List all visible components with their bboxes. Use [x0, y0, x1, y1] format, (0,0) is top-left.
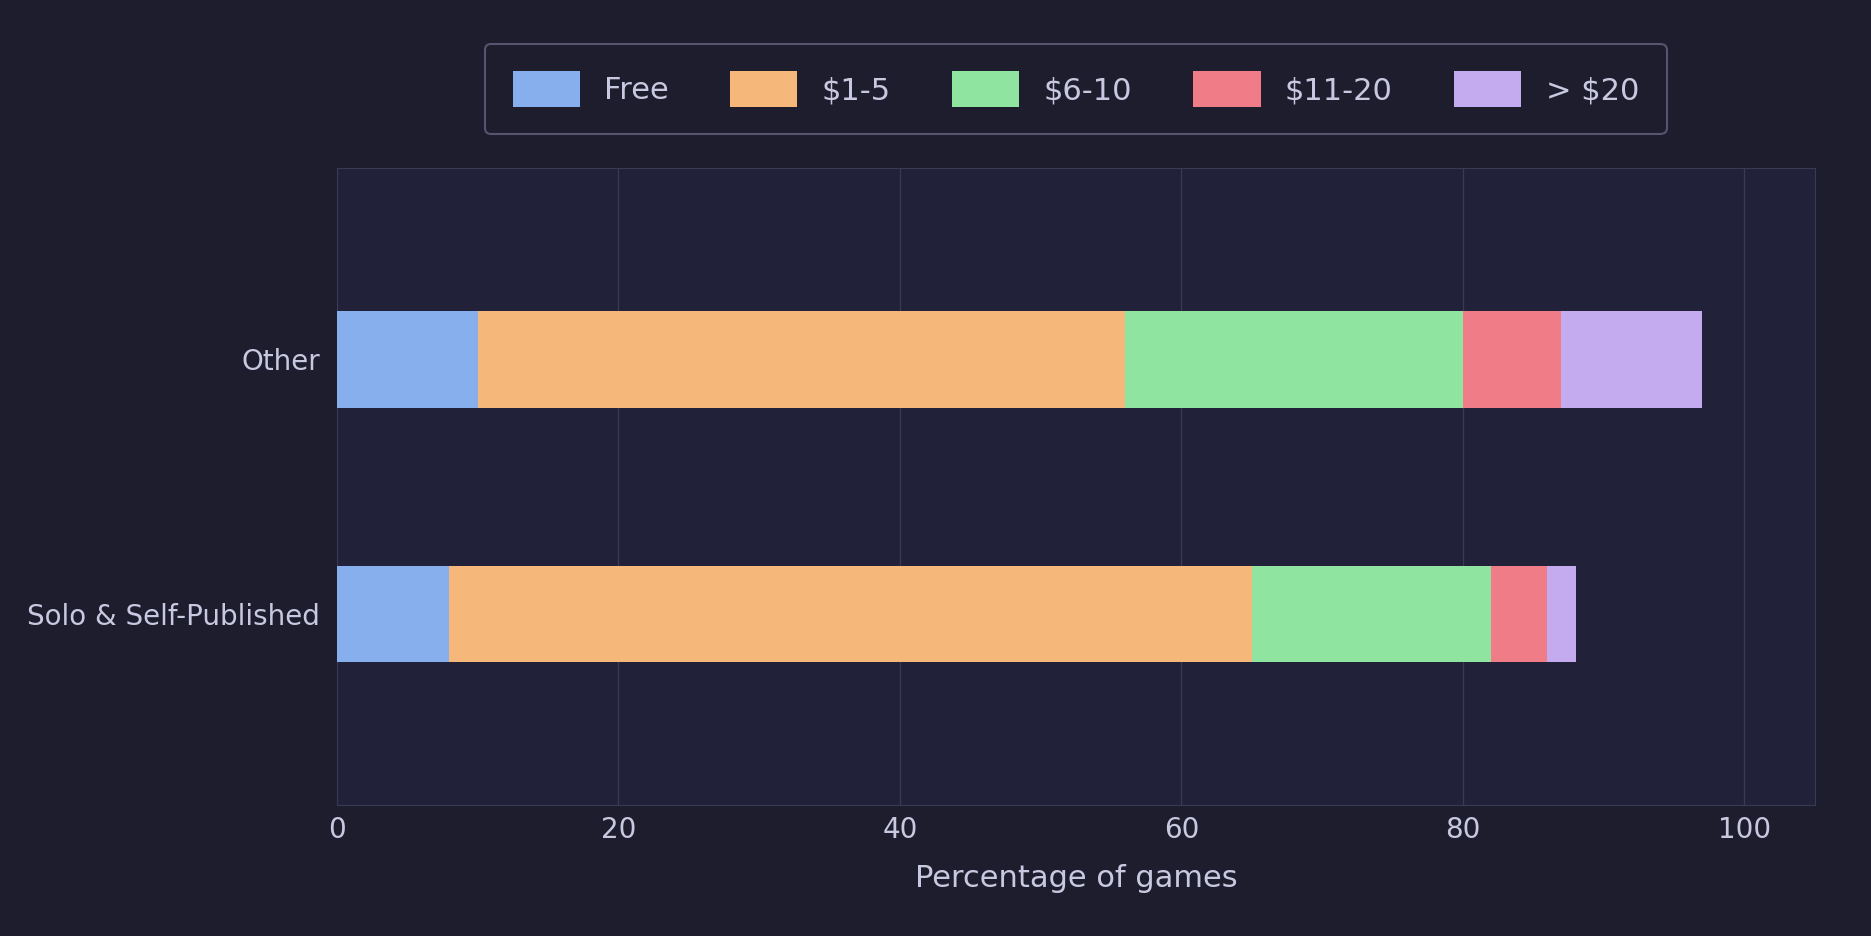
Legend: Free, $1-5, $6-10, $11-20, > $20: Free, $1-5, $6-10, $11-20, > $20	[485, 44, 1667, 134]
Bar	[449, 565, 1252, 663]
Bar	[1562, 311, 1703, 408]
Bar	[1547, 565, 1575, 663]
Bar	[477, 311, 1124, 408]
Bar	[1463, 311, 1562, 408]
Bar	[1252, 565, 1491, 663]
Bar	[337, 565, 449, 663]
Bar	[1124, 311, 1463, 408]
Bar	[337, 311, 477, 408]
X-axis label: Percentage of games: Percentage of games	[915, 864, 1237, 893]
Bar	[1491, 565, 1547, 663]
